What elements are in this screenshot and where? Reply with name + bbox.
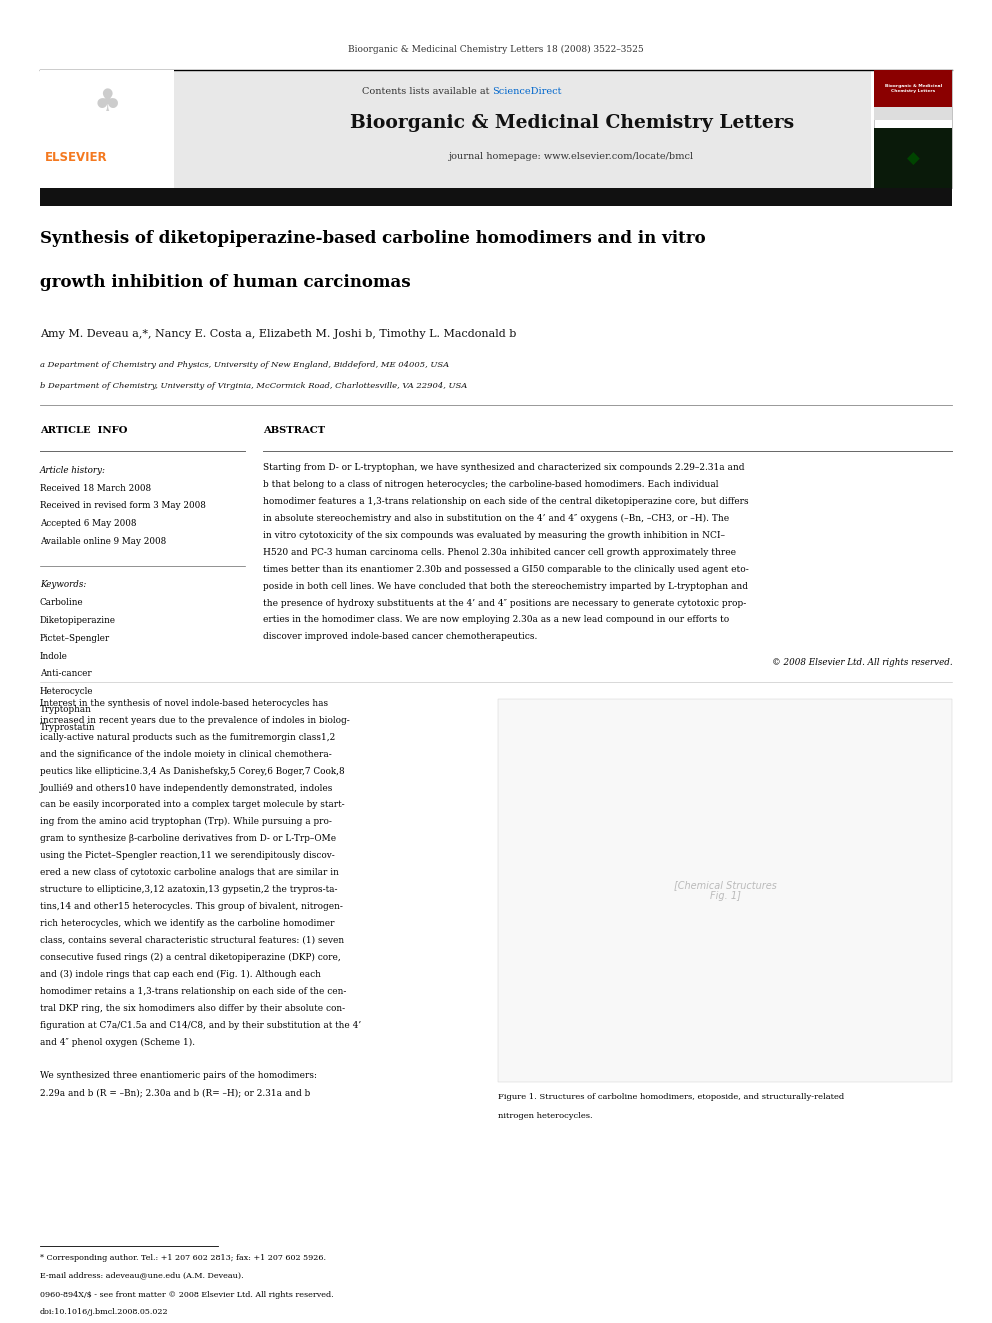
Text: Anti-cancer: Anti-cancer <box>40 669 91 679</box>
Text: can be easily incorporated into a complex target molecule by start-: can be easily incorporated into a comple… <box>40 800 344 810</box>
Text: ELSEVIER: ELSEVIER <box>45 151 107 164</box>
Text: Contents lists available at: Contents lists available at <box>362 87 492 97</box>
Bar <box>874 70 952 188</box>
Bar <box>40 70 174 188</box>
Text: using the Pictet–Spengler reaction,11 we serendipitously discov-: using the Pictet–Spengler reaction,11 we… <box>40 851 334 860</box>
Text: [Chemical Structures
Fig. 1]: [Chemical Structures Fig. 1] <box>674 880 777 901</box>
Text: * Corresponding author. Tel.: +1 207 602 2813; fax: +1 207 602 5926.: * Corresponding author. Tel.: +1 207 602… <box>40 1254 325 1262</box>
Text: Figure 1. Structures of carboline homodimers, etoposide, and structurally-relate: Figure 1. Structures of carboline homodi… <box>498 1093 844 1101</box>
Text: discover improved indole-based cancer chemotherapeutics.: discover improved indole-based cancer ch… <box>263 632 538 642</box>
Text: H520 and PC-3 human carcinoma cells. Phenol 2.30a inhibited cancer cell growth a: H520 and PC-3 human carcinoma cells. Phe… <box>263 548 736 557</box>
Text: the presence of hydroxy substituents at the 4’ and 4″ positions are necessary to: the presence of hydroxy substituents at … <box>263 598 746 607</box>
Text: ing from the amino acid tryptophan (Trp). While pursuing a pro-: ing from the amino acid tryptophan (Trp)… <box>40 818 331 827</box>
Text: Carboline: Carboline <box>40 598 83 607</box>
Text: poside in both cell lines. We have concluded that both the stereochemistry impar: poside in both cell lines. We have concl… <box>263 582 748 590</box>
Bar <box>498 699 952 1082</box>
Text: 2.29a and b (R = –Bn); 2.30a and b (R= –H); or 2.31a and b: 2.29a and b (R = –Bn); 2.30a and b (R= –… <box>40 1089 310 1097</box>
Text: Accepted 6 May 2008: Accepted 6 May 2008 <box>40 520 136 528</box>
Text: homodimer retains a 1,3-trans relationship on each side of the cen-: homodimer retains a 1,3-trans relationsh… <box>40 987 346 996</box>
Text: Heterocycle: Heterocycle <box>40 688 93 696</box>
Bar <box>874 70 952 107</box>
Text: We synthesized three enantiomeric pairs of the homodimers:: We synthesized three enantiomeric pairs … <box>40 1072 316 1081</box>
Text: erties in the homodimer class. We are now employing 2.30a as a new lead compound: erties in the homodimer class. We are no… <box>263 615 729 624</box>
Text: class, contains several characteristic structural features: (1) seven: class, contains several characteristic s… <box>40 935 344 945</box>
Text: and (3) indole rings that cap each end (Fig. 1). Although each: and (3) indole rings that cap each end (… <box>40 970 320 979</box>
Text: Interest in the synthesis of novel indole-based heterocycles has: Interest in the synthesis of novel indol… <box>40 699 327 708</box>
Bar <box>874 128 952 188</box>
Text: Pictet–Spengler: Pictet–Spengler <box>40 634 110 643</box>
Text: ically-active natural products such as the fumitremorgin class1,2: ically-active natural products such as t… <box>40 733 335 742</box>
Text: Keywords:: Keywords: <box>40 579 86 589</box>
Text: Synthesis of diketopiperazine-based carboline homodimers and in vitro: Synthesis of diketopiperazine-based carb… <box>40 230 705 247</box>
Text: tral DKP ring, the six homodimers also differ by their absolute con-: tral DKP ring, the six homodimers also d… <box>40 1004 345 1012</box>
Text: doi:10.1016/j.bmcl.2008.05.022: doi:10.1016/j.bmcl.2008.05.022 <box>40 1308 169 1316</box>
Text: ◆: ◆ <box>907 149 920 168</box>
Text: figuration at C7a/C1.5a and C14/C8, and by their substitution at the 4’: figuration at C7a/C1.5a and C14/C8, and … <box>40 1020 361 1029</box>
Text: ♣: ♣ <box>93 89 121 116</box>
Bar <box>40 188 952 206</box>
Text: Received 18 March 2008: Received 18 March 2008 <box>40 484 151 492</box>
Text: ered a new class of cytotoxic carboline analogs that are similar in: ered a new class of cytotoxic carboline … <box>40 868 338 877</box>
Text: Starting from D- or L-tryptophan, we have synthesized and characterized six comp: Starting from D- or L-tryptophan, we hav… <box>263 463 744 472</box>
Text: Available online 9 May 2008: Available online 9 May 2008 <box>40 537 166 546</box>
Text: 0960-894X/$ - see front matter © 2008 Elsevier Ltd. All rights reserved.: 0960-894X/$ - see front matter © 2008 El… <box>40 1291 333 1299</box>
Text: Indole: Indole <box>40 652 67 660</box>
Text: Joullié9 and others10 have independently demonstrated, indoles: Joullié9 and others10 have independently… <box>40 783 333 792</box>
Text: Tryprostatin: Tryprostatin <box>40 724 95 732</box>
Text: E-mail address: adeveau@une.edu (A.M. Deveau).: E-mail address: adeveau@une.edu (A.M. De… <box>40 1271 243 1279</box>
Text: Bioorganic & Medicinal Chemistry Letters 18 (2008) 3522–3525: Bioorganic & Medicinal Chemistry Letters… <box>348 45 644 54</box>
Text: Tryptophan: Tryptophan <box>40 705 91 714</box>
Text: and 4″ phenol oxygen (Scheme 1).: and 4″ phenol oxygen (Scheme 1). <box>40 1037 194 1046</box>
Text: in vitro cytotoxicity of the six compounds was evaluated by measuring the growth: in vitro cytotoxicity of the six compoun… <box>263 531 725 540</box>
Text: homodimer features a 1,3-trans relationship on each side of the central diketopi: homodimer features a 1,3-trans relations… <box>263 497 749 505</box>
Text: ARTICLE  INFO: ARTICLE INFO <box>40 426 127 435</box>
Text: gram to synthesize β-carboline derivatives from D- or L-Trp–OMe: gram to synthesize β-carboline derivativ… <box>40 835 336 843</box>
Text: peutics like ellipticine.3,4 As Danishefsky,5 Corey,6 Boger,7 Cook,8: peutics like ellipticine.3,4 As Danishef… <box>40 766 344 775</box>
Bar <box>874 107 952 120</box>
Text: increased in recent years due to the prevalence of indoles in biolog-: increased in recent years due to the pre… <box>40 716 349 725</box>
Text: structure to ellipticine,3,12 azatoxin,13 gypsetin,2 the trypros-ta-: structure to ellipticine,3,12 azatoxin,1… <box>40 885 337 894</box>
Text: and the significance of the indole moiety in clinical chemothera-: and the significance of the indole moiet… <box>40 750 331 758</box>
Text: Bioorganic & Medicinal
Chemistry Letters: Bioorganic & Medicinal Chemistry Letters <box>885 85 941 93</box>
Bar <box>40 70 871 188</box>
Text: Article history:: Article history: <box>40 466 106 475</box>
Text: Received in revised form 3 May 2008: Received in revised form 3 May 2008 <box>40 501 205 511</box>
Text: ABSTRACT: ABSTRACT <box>263 426 325 435</box>
Text: a Department of Chemistry and Physics, University of New England, Biddeford, ME : a Department of Chemistry and Physics, U… <box>40 361 448 369</box>
Text: consecutive fused rings (2) a central diketopiperazine (DKP) core,: consecutive fused rings (2) a central di… <box>40 953 340 962</box>
Text: Amy M. Deveau a,*, Nancy E. Costa a, Elizabeth M. Joshi b, Timothy L. Macdonald : Amy M. Deveau a,*, Nancy E. Costa a, Eli… <box>40 329 516 340</box>
Text: times better than its enantiomer 2.30b and possessed a GI50 comparable to the cl: times better than its enantiomer 2.30b a… <box>263 565 749 574</box>
Text: © 2008 Elsevier Ltd. All rights reserved.: © 2008 Elsevier Ltd. All rights reserved… <box>772 658 952 667</box>
Text: in absolute stereochemistry and also in substitution on the 4’ and 4″ oxygens (–: in absolute stereochemistry and also in … <box>263 513 729 523</box>
Text: Bioorganic & Medicinal Chemistry Letters: Bioorganic & Medicinal Chemistry Letters <box>350 114 794 132</box>
Text: b that belong to a class of nitrogen heterocycles; the carboline-based homodimer: b that belong to a class of nitrogen het… <box>263 480 718 490</box>
Text: journal homepage: www.elsevier.com/locate/bmcl: journal homepage: www.elsevier.com/locat… <box>449 152 694 161</box>
Text: b Department of Chemistry, University of Virginia, McCormick Road, Charlottesvil: b Department of Chemistry, University of… <box>40 382 467 390</box>
Text: tins,14 and other15 heterocycles. This group of bivalent, nitrogen-: tins,14 and other15 heterocycles. This g… <box>40 902 342 912</box>
Text: rich heterocycles, which we identify as the carboline homodimer: rich heterocycles, which we identify as … <box>40 919 334 927</box>
Text: Diketopiperazine: Diketopiperazine <box>40 617 116 624</box>
Text: growth inhibition of human carcinomas: growth inhibition of human carcinomas <box>40 274 411 291</box>
Text: ScienceDirect: ScienceDirect <box>492 87 562 97</box>
Text: nitrogen heterocycles.: nitrogen heterocycles. <box>498 1111 592 1119</box>
